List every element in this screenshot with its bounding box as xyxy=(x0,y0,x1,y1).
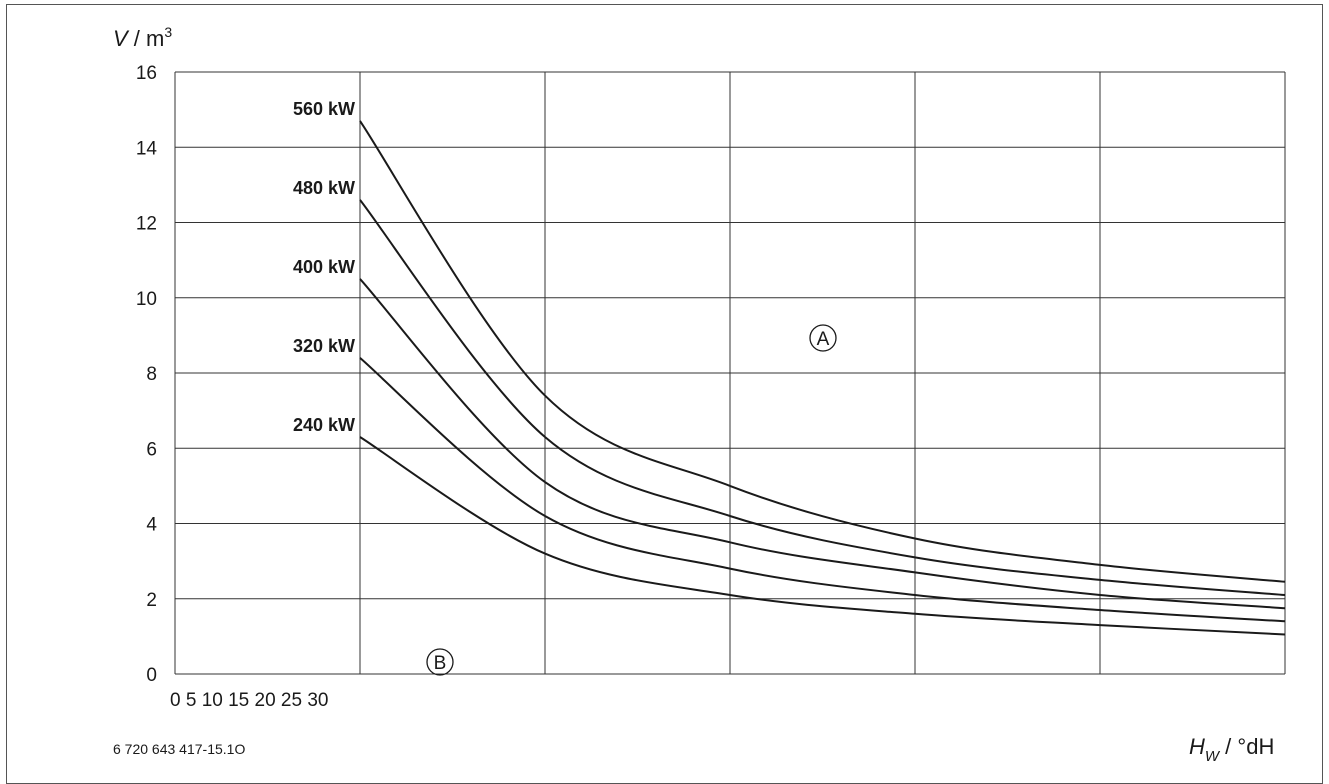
y-tick-label: 16 xyxy=(136,63,157,84)
series-label: 320 kW xyxy=(293,336,355,356)
y-tick-label: 8 xyxy=(146,364,157,385)
svg-text:B: B xyxy=(434,653,447,674)
x-axis-title: HW / °dH xyxy=(1189,734,1274,765)
series-curves xyxy=(359,120,1286,636)
svg-text:A: A xyxy=(817,329,830,350)
series-labels: 560 kW 480 kW 400 kW 320 kW 240 kW xyxy=(293,99,355,435)
series-line xyxy=(359,199,1286,596)
series-line xyxy=(359,120,1286,583)
series-label: 560 kW xyxy=(293,99,355,119)
y-tick-label: 14 xyxy=(136,138,158,159)
series-line xyxy=(359,436,1286,636)
series-line xyxy=(359,357,1286,623)
series-label: 400 kW xyxy=(293,257,355,277)
y-tick-label: 12 xyxy=(136,214,157,235)
x-tick-labels: 0 5 10 15 20 25 30 xyxy=(170,690,328,711)
series-label: 240 kW xyxy=(293,415,355,435)
figure-code: 6 720 643 417-15.1O xyxy=(113,741,245,757)
region-b-marker: B xyxy=(426,648,454,676)
y-tick-label: 0 xyxy=(146,665,157,686)
y-tick-label: 4 xyxy=(146,515,157,536)
y-tick-label: 6 xyxy=(146,439,157,460)
y-axis-title: V / m3 xyxy=(113,24,172,51)
y-tick-labels: 0 2 4 6 8 10 12 14 16 xyxy=(136,63,158,686)
series-label: 480 kW xyxy=(293,178,355,198)
y-tick-label: 10 xyxy=(136,289,157,310)
region-a-marker: A xyxy=(809,324,837,352)
y-tick-label: 2 xyxy=(146,590,157,611)
gridlines xyxy=(174,71,1286,675)
series-line xyxy=(359,278,1286,610)
